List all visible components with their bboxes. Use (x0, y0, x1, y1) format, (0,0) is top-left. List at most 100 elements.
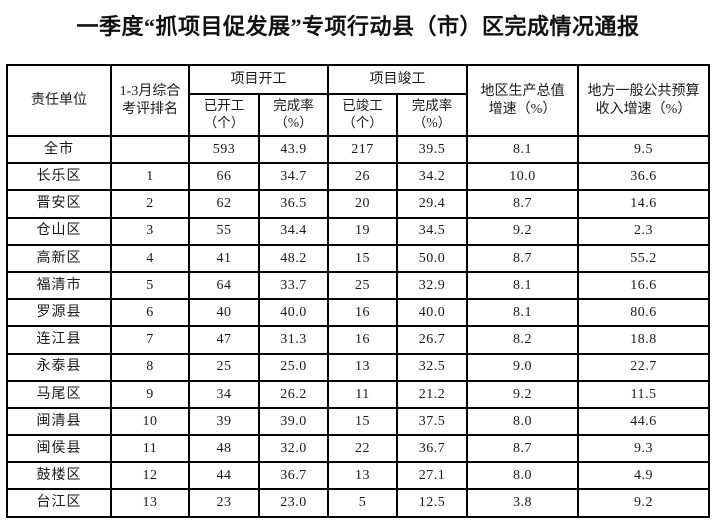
unit-cell: 连江县 (6, 325, 112, 355)
unit-cell: 晋安区 (6, 189, 112, 219)
rank-cell: 13 (110, 488, 190, 518)
started-rate-cell: 26.2 (258, 379, 329, 409)
unit-cell: 闽侯县 (6, 434, 112, 464)
budget-cell: 14.6 (577, 189, 710, 219)
finished-rate-cell: 34.2 (396, 162, 468, 192)
started-rate-cell: 23.0 (258, 488, 329, 518)
gdp-cell: 3.8 (466, 488, 579, 518)
rank-cell: 5 (110, 270, 190, 301)
table-row: 全市 593 43.9 217 39.5 8.1 9.5 (6, 134, 710, 165)
finished-rate-cell: 21.2 (396, 379, 468, 409)
started-rate-cell: 36.7 (258, 461, 329, 491)
started-count-cell: 40 (188, 298, 260, 328)
rank-cell: 2 (110, 189, 190, 219)
finished-count-cell: 26 (327, 162, 398, 192)
started-rate-cell: 34.7 (258, 162, 329, 192)
table-row: 罗源县 6 40 40.0 16 40.0 8.1 80.6 (6, 298, 710, 328)
started-rate-cell: 32.0 (258, 434, 329, 464)
started-rate-cell: 36.5 (258, 189, 329, 219)
finished-rate-cell: 40.0 (396, 298, 468, 328)
gdp-cell: 8.0 (466, 406, 579, 437)
unit-cell: 仓山区 (6, 216, 112, 246)
header-rank: 1-3月综合 考评排名 (110, 64, 190, 137)
rank-cell: 8 (110, 352, 190, 382)
table-row: 闽清县 10 39 39.0 15 37.5 8.0 44.6 (6, 406, 710, 437)
started-count-cell: 47 (188, 325, 260, 355)
rank-cell: 1 (110, 162, 190, 192)
started-count-cell: 41 (188, 243, 260, 273)
table-row: 晋安区 2 62 36.5 20 29.4 8.7 14.6 (6, 189, 710, 219)
finished-count-cell: 11 (327, 379, 398, 409)
finished-rate-cell: 32.9 (396, 270, 468, 301)
budget-cell: 9.2 (577, 488, 710, 518)
gdp-cell: 9.2 (466, 216, 579, 246)
started-count-cell: 593 (188, 134, 260, 165)
started-count-cell: 62 (188, 189, 260, 219)
gdp-cell: 9.2 (466, 379, 579, 409)
started-rate-cell: 33.7 (258, 270, 329, 301)
rank-cell: 9 (110, 379, 190, 409)
finished-rate-cell: 36.7 (396, 434, 468, 464)
table-body: 全市 593 43.9 217 39.5 8.1 9.5 长乐区 1 66 34… (6, 134, 710, 518)
page-title: 一季度“抓项目促发展”专项行动县（市）区完成情况通报 (76, 14, 640, 39)
gdp-cell: 8.7 (466, 243, 579, 273)
unit-cell: 永泰县 (6, 352, 112, 382)
finished-count-cell: 13 (327, 352, 398, 382)
finished-count-cell: 13 (327, 461, 398, 491)
budget-cell: 55.2 (577, 243, 710, 273)
budget-cell: 9.5 (577, 134, 710, 165)
gdp-cell: 8.1 (466, 298, 579, 328)
finished-count-cell: 15 (327, 406, 398, 437)
gdp-cell: 9.0 (466, 352, 579, 382)
budget-cell: 22.7 (577, 352, 710, 382)
started-count-cell: 66 (188, 162, 260, 192)
unit-cell: 高新区 (6, 243, 112, 273)
budget-cell: 16.6 (577, 270, 710, 301)
started-rate-cell: 25.0 (258, 352, 329, 382)
header-finished-count: 已竣工 （个） (327, 93, 398, 137)
finished-rate-cell: 29.4 (396, 189, 468, 219)
started-count-cell: 55 (188, 216, 260, 246)
finished-count-cell: 16 (327, 325, 398, 355)
unit-cell: 长乐区 (6, 162, 112, 192)
finished-rate-cell: 27.1 (396, 461, 468, 491)
rank-cell: 6 (110, 298, 190, 328)
rank-cell (110, 134, 190, 165)
rank-cell: 4 (110, 243, 190, 273)
rank-cell: 10 (110, 406, 190, 437)
started-count-cell: 64 (188, 270, 260, 301)
finished-count-cell: 22 (327, 434, 398, 464)
table-row: 长乐区 1 66 34.7 26 34.2 10.0 36.6 (6, 162, 710, 192)
budget-cell: 80.6 (577, 298, 710, 328)
unit-cell: 鼓楼区 (6, 461, 112, 491)
table-row: 闽侯县 11 48 32.0 22 36.7 8.7 9.3 (6, 434, 710, 464)
finished-rate-cell: 39.5 (396, 134, 468, 165)
started-rate-cell: 43.9 (258, 134, 329, 165)
finished-count-cell: 15 (327, 243, 398, 273)
started-count-cell: 44 (188, 461, 260, 491)
finished-rate-cell: 12.5 (396, 488, 468, 518)
gdp-cell: 8.0 (466, 461, 579, 491)
header-project-finish-group: 项目竣工 (327, 64, 468, 95)
started-rate-cell: 40.0 (258, 298, 329, 328)
started-rate-cell: 48.2 (258, 243, 329, 273)
header-gdp-growth: 地区生产总值 增速（%） (466, 64, 579, 137)
budget-cell: 4.9 (577, 461, 710, 491)
finished-count-cell: 20 (327, 189, 398, 219)
finished-count-cell: 16 (327, 298, 398, 328)
header-row-2: 已开工 （个） 完成率 （%） 已竣工 （个） 完成率 （%） (7, 93, 709, 137)
gdp-cell: 8.2 (466, 325, 579, 355)
unit-cell: 全市 (6, 134, 112, 165)
gdp-cell: 8.1 (466, 270, 579, 301)
table-row: 福清市 5 64 33.7 25 32.9 8.1 16.6 (6, 270, 710, 301)
finished-count-cell: 19 (327, 216, 398, 246)
budget-cell: 2.3 (577, 216, 710, 246)
table-row: 鼓楼区 12 44 36.7 13 27.1 8.0 4.9 (6, 461, 710, 491)
gdp-cell: 10.0 (466, 162, 579, 192)
budget-cell: 44.6 (577, 406, 710, 437)
started-count-cell: 48 (188, 434, 260, 464)
started-count-cell: 34 (188, 379, 260, 409)
completion-report-table: 责任单位 1-3月综合 考评排名 项目开工 项目竣工 地区生产总值 增速（%） … (6, 64, 710, 518)
unit-cell: 罗源县 (6, 298, 112, 328)
table-row: 仓山区 3 55 34.4 19 34.5 9.2 2.3 (6, 216, 710, 246)
